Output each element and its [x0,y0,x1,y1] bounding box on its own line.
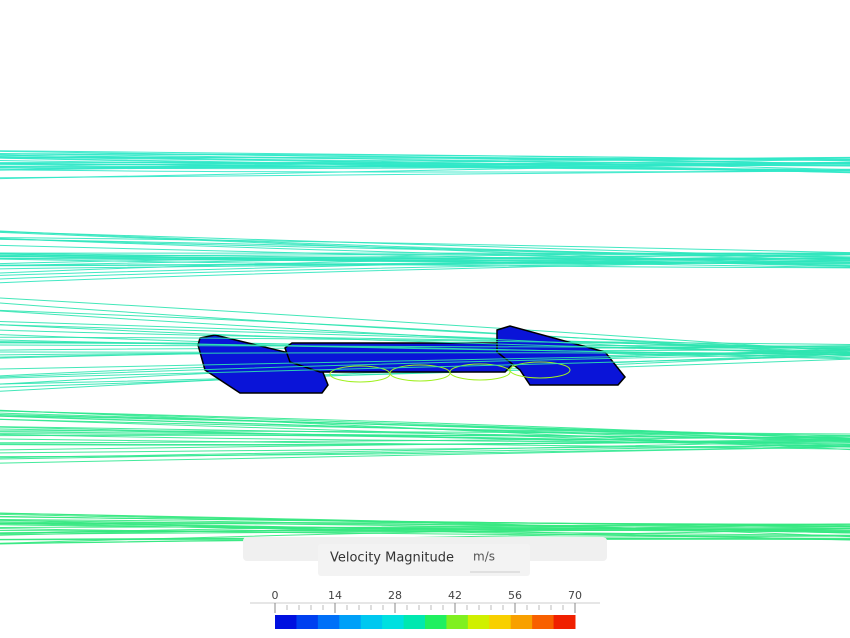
streamline [0,254,850,276]
streamline [0,409,850,451]
streamline [0,358,850,385]
streamline [0,430,850,436]
tick-label: 28 [388,589,402,602]
streamline [0,440,850,459]
streamline [0,253,850,267]
color-swatch [510,615,533,629]
streamline [0,160,850,165]
streamline [0,237,850,264]
streamline [0,302,850,351]
color-scale: 0 14 28 42 56 70 [272,589,582,629]
streamlines [0,150,850,545]
streamline [0,156,850,162]
streamline [0,355,850,379]
streamline [0,244,850,268]
tick-label: 42 [448,589,462,602]
streamline [0,162,850,171]
legend-header [318,544,530,576]
streamline [0,163,850,172]
color-swatch [489,615,512,629]
car-model [197,325,626,394]
color-swatch [467,615,490,629]
tick-label: 14 [328,589,342,602]
color-swatch [446,615,469,629]
streamline [0,523,850,529]
streamline [0,513,850,528]
streamline [0,238,850,261]
streamline [0,297,850,353]
tick-label: 0 [272,589,279,602]
streamline [0,153,850,171]
streamline [0,260,850,280]
streamline [0,336,850,349]
color-swatch [553,615,576,629]
legend-unit[interactable]: m/s [473,550,495,564]
color-swatch [532,615,555,629]
color-swatch [317,615,340,629]
color-swatch [403,615,426,629]
tick-label: 56 [508,589,522,602]
color-swatch [382,615,405,629]
streamline [0,169,850,173]
streamline [0,415,850,442]
streamlines-front [0,310,850,379]
color-swatch [425,615,447,629]
wheel-flow [329,361,571,383]
color-swatch [360,615,383,629]
streamline [0,252,850,259]
streamline [0,324,850,354]
streamline [0,339,850,356]
tick-label: 70 [568,589,582,602]
color-swatch [296,615,319,629]
streamline [0,161,850,180]
streamline [0,258,850,269]
streamline [0,155,850,164]
color-swatch [275,615,297,629]
streamline [0,256,850,260]
streamline [0,353,850,378]
streamline [0,526,850,532]
legend-title: Velocity Magnitude [330,551,454,566]
streamline [0,522,850,527]
streamline [0,525,850,534]
color-swatch [339,615,362,629]
streamline [0,344,850,349]
streamline [0,522,850,533]
